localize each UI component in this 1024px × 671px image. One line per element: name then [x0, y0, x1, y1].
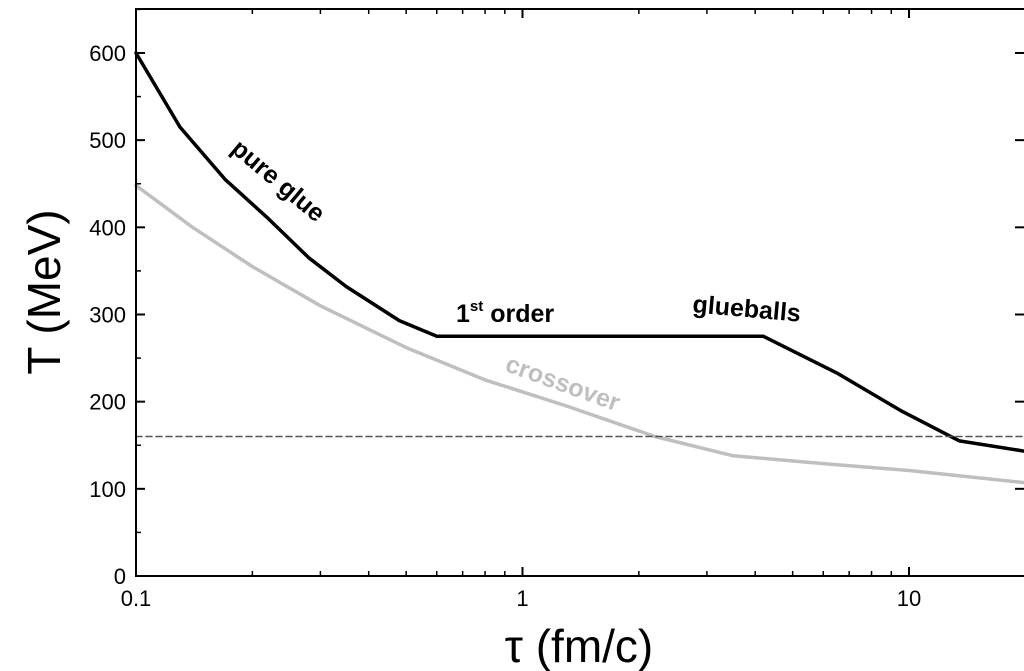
- annotation-first-order-superscript: st: [470, 298, 483, 315]
- annotation-first-order-label: order: [483, 300, 554, 328]
- y-tick-label: 0: [114, 564, 126, 589]
- x-axis-title: τ (fm/c): [505, 620, 653, 671]
- y-tick-label: 100: [89, 477, 126, 502]
- tick-layer: 0 100 200 300 400 500 600 0.1 1 10: [89, 8, 1024, 611]
- series-layer: [134, 51, 1024, 485]
- x-tick-label: 1: [516, 586, 528, 611]
- x-tick-label: 10: [897, 586, 921, 611]
- series-line-1: [134, 183, 1024, 485]
- annotation-glueballs: glueballs: [691, 290, 801, 327]
- y-tick-label: 500: [89, 128, 126, 153]
- y-tick-label: 600: [89, 41, 126, 66]
- annotation-crossover: crossover: [502, 350, 624, 417]
- annotation-pure-glue: pure glue: [226, 134, 330, 228]
- plot-frame: [135, 8, 1024, 577]
- x-tick-label: 0.1: [121, 586, 152, 611]
- series-line-0: [134, 51, 1024, 453]
- annotation-first-order: 1st order: [456, 298, 554, 328]
- annotation-first-order-number: 1: [456, 300, 470, 328]
- y-tick-label: 300: [89, 302, 126, 327]
- y-tick-label: 200: [89, 390, 126, 415]
- y-axis-title: T (MeV): [18, 209, 70, 374]
- y-tick-label: 400: [89, 215, 126, 240]
